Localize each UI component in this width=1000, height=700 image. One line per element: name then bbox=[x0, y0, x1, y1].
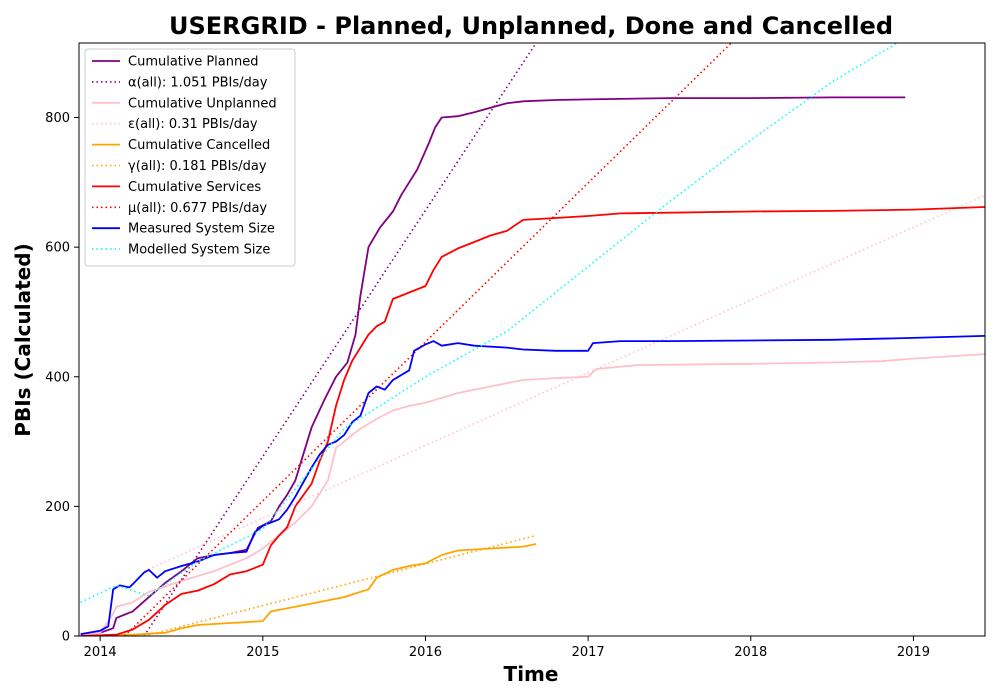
x-tick-label: 2015 bbox=[246, 645, 279, 660]
series-line-8 bbox=[123, 43, 732, 636]
legend-label: α(all): 1.051 PBIs/day bbox=[128, 75, 268, 90]
legend-label: Cumulative Cancelled bbox=[128, 138, 270, 153]
y-tick-label: 200 bbox=[45, 500, 70, 515]
x-tick-label: 2016 bbox=[409, 645, 442, 660]
series-line-10 bbox=[80, 43, 898, 604]
series-line-2 bbox=[143, 43, 537, 636]
series-line-1 bbox=[80, 96, 906, 636]
plot-layer bbox=[80, 43, 985, 636]
series-line-9 bbox=[80, 335, 985, 635]
series-line-3 bbox=[80, 353, 985, 636]
axes-layer: 2014 2015 2016 2017 2018 2019 0 200 400 600 800 bbox=[45, 42, 986, 660]
y-tick-label: 600 bbox=[45, 241, 70, 256]
x-tick-label: 2019 bbox=[897, 645, 930, 660]
chart-title: USERGRID - Planned, Unplanned, Done and … bbox=[169, 12, 893, 40]
legend-label: ε(all): 0.31 PBIs/day bbox=[128, 117, 258, 132]
x-axis-label: Time bbox=[504, 662, 559, 686]
legend-label: Cumulative Services bbox=[128, 180, 261, 195]
x-tick-label: 2017 bbox=[572, 645, 605, 660]
legend-label: γ(all): 0.181 PBIs/day bbox=[128, 159, 267, 174]
series-line-4 bbox=[143, 194, 985, 572]
legend-box bbox=[84, 48, 296, 267]
legend-label: Cumulative Planned bbox=[128, 55, 258, 70]
y-tick-label: 800 bbox=[45, 111, 70, 126]
y-tick-label: 0 bbox=[62, 630, 70, 645]
series-line-7 bbox=[80, 206, 985, 636]
series-line-6 bbox=[143, 534, 537, 636]
x-tick-label: 2018 bbox=[734, 645, 767, 660]
plot-frame bbox=[78, 42, 986, 637]
legend-label: Cumulative Unplanned bbox=[128, 96, 277, 111]
y-axis-label: PBIs (Calculated) bbox=[11, 243, 35, 436]
series-line-5 bbox=[80, 543, 537, 636]
legend: Cumulative Planned α(all): 1.051 PBIs/day… bbox=[84, 48, 296, 267]
legend-label: Modelled System Size bbox=[128, 243, 270, 258]
legend-label: Measured System Size bbox=[128, 222, 275, 237]
y-tick-label: 400 bbox=[45, 370, 70, 385]
legend-label: μ(all): 0.677 PBIs/day bbox=[128, 201, 267, 216]
x-tick-label: 2014 bbox=[84, 645, 117, 660]
